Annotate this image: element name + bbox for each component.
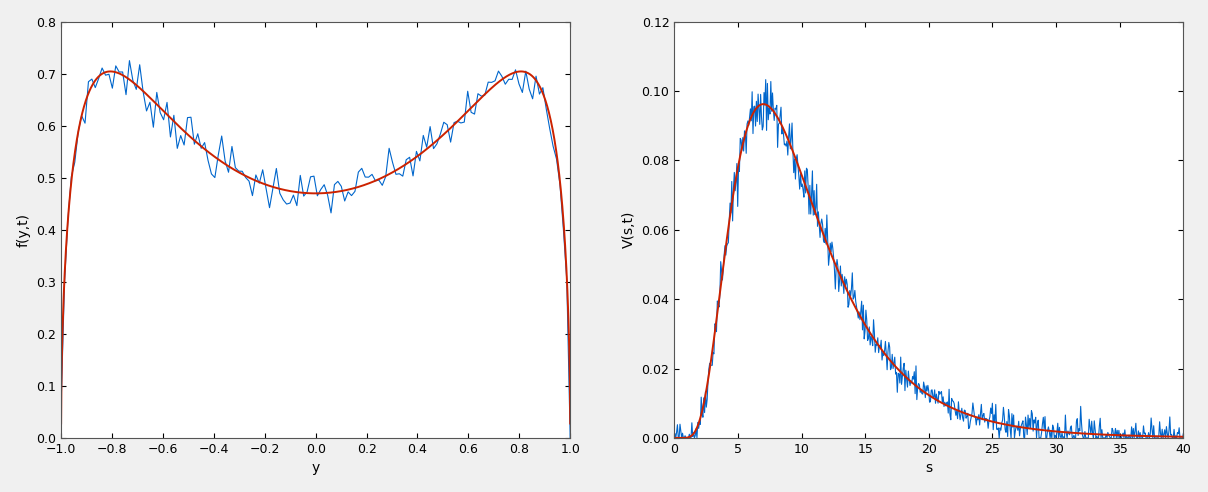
Y-axis label: V(s,t): V(s,t) (622, 211, 635, 248)
X-axis label: y: y (312, 461, 320, 475)
Y-axis label: f(y,t): f(y,t) (17, 213, 30, 247)
X-axis label: s: s (925, 461, 933, 475)
